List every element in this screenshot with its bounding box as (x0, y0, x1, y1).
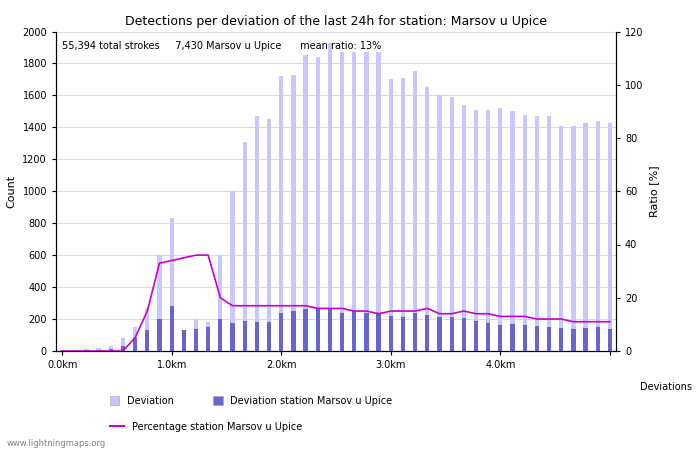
Bar (377, 314, 381, 351)
Bar (389, 79, 393, 351)
Bar (547, 116, 551, 351)
Bar (218, 255, 223, 351)
Bar (438, 95, 442, 351)
Bar (389, 316, 393, 351)
Bar (559, 126, 564, 351)
Bar (340, 313, 344, 351)
Bar (352, 311, 356, 351)
Bar (194, 328, 198, 351)
Bar (291, 75, 295, 351)
Bar (449, 97, 454, 351)
Bar (474, 321, 478, 351)
Bar (535, 116, 539, 351)
Bar (182, 330, 186, 351)
Bar (364, 314, 369, 351)
Bar (377, 52, 381, 351)
Bar (218, 319, 223, 351)
Bar (498, 108, 503, 351)
Bar (108, 349, 113, 351)
Bar (145, 308, 149, 351)
Bar (523, 324, 527, 351)
Bar (84, 349, 89, 351)
Bar (583, 328, 588, 351)
Bar (438, 317, 442, 351)
Bar (486, 323, 490, 351)
Bar (279, 313, 284, 351)
Bar (449, 317, 454, 351)
Bar (97, 350, 101, 351)
Bar (303, 55, 308, 351)
Bar (121, 346, 125, 351)
Bar (84, 350, 89, 351)
Bar (328, 43, 332, 351)
Bar (158, 255, 162, 351)
Bar (169, 218, 174, 351)
Bar (206, 327, 210, 351)
Bar (97, 348, 101, 351)
Bar (328, 309, 332, 351)
Bar (267, 322, 271, 351)
Bar (133, 327, 137, 351)
Bar (255, 116, 259, 351)
Bar (401, 317, 405, 351)
Title: Detections per deviation of the last 24h for station: Marsov u Upice: Detections per deviation of the last 24h… (125, 14, 547, 27)
Bar (462, 105, 466, 351)
Bar (596, 121, 600, 351)
Bar (413, 72, 417, 351)
Bar (462, 318, 466, 351)
Text: www.lightningmaps.org: www.lightningmaps.org (7, 439, 106, 448)
Bar (547, 327, 551, 351)
Bar (194, 319, 198, 351)
Bar (182, 330, 186, 351)
Bar (255, 322, 259, 351)
Bar (121, 338, 125, 351)
Bar (571, 329, 575, 351)
Bar (303, 309, 308, 351)
Text: Deviations: Deviations (640, 382, 692, 392)
Bar (279, 76, 284, 351)
Bar (608, 122, 612, 351)
Bar (498, 324, 503, 351)
Bar (535, 326, 539, 351)
Bar (571, 126, 575, 351)
Bar (206, 322, 210, 351)
Bar (230, 191, 235, 351)
Bar (169, 306, 174, 351)
Bar (523, 115, 527, 351)
Bar (158, 319, 162, 351)
Bar (425, 87, 429, 351)
Bar (243, 321, 247, 351)
Bar (364, 52, 369, 351)
Bar (230, 323, 235, 351)
Bar (583, 122, 588, 351)
Bar (291, 311, 295, 351)
Bar (316, 57, 320, 351)
Bar (316, 310, 320, 351)
Bar (72, 350, 76, 351)
Bar (340, 52, 344, 351)
Bar (559, 328, 564, 351)
Y-axis label: Ratio [%]: Ratio [%] (649, 166, 659, 217)
Bar (145, 330, 149, 351)
Bar (510, 112, 514, 351)
Bar (133, 338, 137, 351)
Bar (243, 142, 247, 351)
Bar (60, 350, 64, 351)
Legend: Percentage station Marsov u Upice: Percentage station Marsov u Upice (106, 418, 306, 436)
Bar (108, 346, 113, 351)
Text: 55,394 total strokes     7,430 Marsov u Upice      mean ratio: 13%: 55,394 total strokes 7,430 Marsov u Upic… (62, 41, 381, 51)
Bar (510, 324, 514, 351)
Bar (608, 329, 612, 351)
Bar (267, 119, 271, 351)
Bar (425, 315, 429, 351)
Bar (474, 110, 478, 351)
Bar (486, 110, 490, 351)
Bar (401, 78, 405, 351)
Bar (413, 314, 417, 351)
Y-axis label: Count: Count (7, 175, 17, 208)
Bar (352, 52, 356, 351)
Bar (596, 327, 600, 351)
